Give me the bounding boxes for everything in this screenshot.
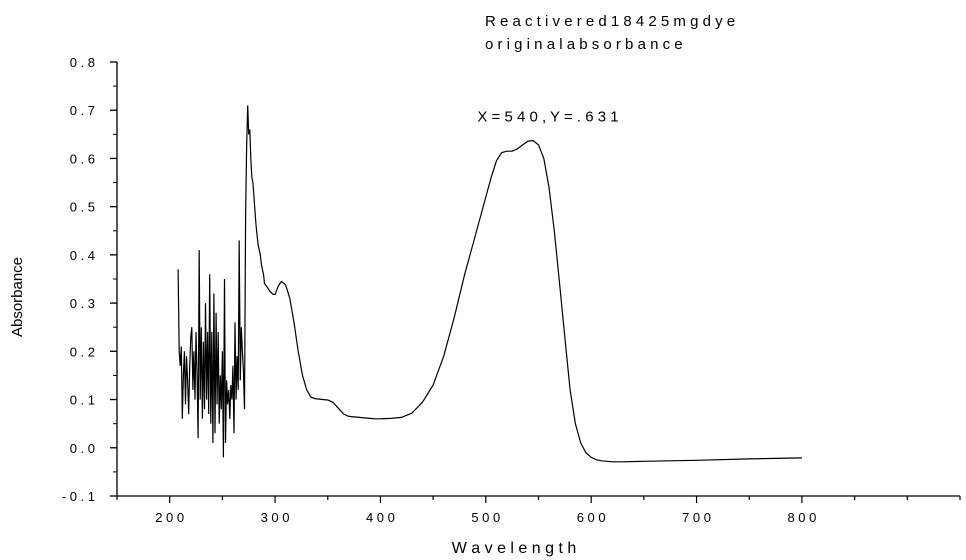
y-tick-label: 0 . 1	[70, 393, 95, 408]
peak-annotation: X = 5 4 0 , Y = . 6 3 1	[477, 108, 618, 125]
x-axis-label: W a v e l e n g t h	[452, 540, 577, 557]
axes	[116, 62, 960, 497]
x-tick-label: 6 0 0	[577, 510, 606, 525]
x-tick-label: 2 0 0	[155, 510, 184, 525]
chart-subtitle: o r i g i n a l a b s o r b a n c e	[485, 36, 683, 53]
x-ticks: 2 0 0 3 0 0 4 0 0 5 0 0 6 0 0 7 0 0 8 0 0	[116, 496, 961, 525]
y-tick-label: 0 . 3	[70, 296, 95, 311]
x-tick-label: 3 0 0	[261, 510, 290, 525]
series-line	[177, 105, 802, 463]
y-tick-label: - 0 . 1	[62, 489, 95, 504]
y-tick-label: 0 . 2	[70, 344, 95, 359]
x-tick-label: 4 0 0	[366, 510, 395, 525]
x-tick-label: 5 0 0	[471, 510, 500, 525]
y-tick-label: 0 . 8	[70, 55, 95, 70]
y-ticks: - 0 . 1 0 . 0 0 . 1 0 . 2 0 . 3 0 . 4 0 . 5 0 .…	[62, 55, 117, 504]
x-tick-label: 8 0 0	[787, 510, 816, 525]
x-tick-label: 7 0 0	[682, 510, 711, 525]
y-tick-label: 0 . 4	[70, 248, 95, 263]
y-tick-label: 0 . 7	[70, 103, 95, 118]
y-axis-label: Absorbance	[9, 257, 26, 337]
y-tick-label: 0 . 6	[70, 151, 95, 166]
y-tick-label: 0 . 5	[70, 200, 95, 215]
y-tick-label: 0 . 0	[70, 441, 95, 456]
chart-title: R e a c t i v e r e d 1 8 4 2 5 m g d y …	[485, 13, 735, 30]
